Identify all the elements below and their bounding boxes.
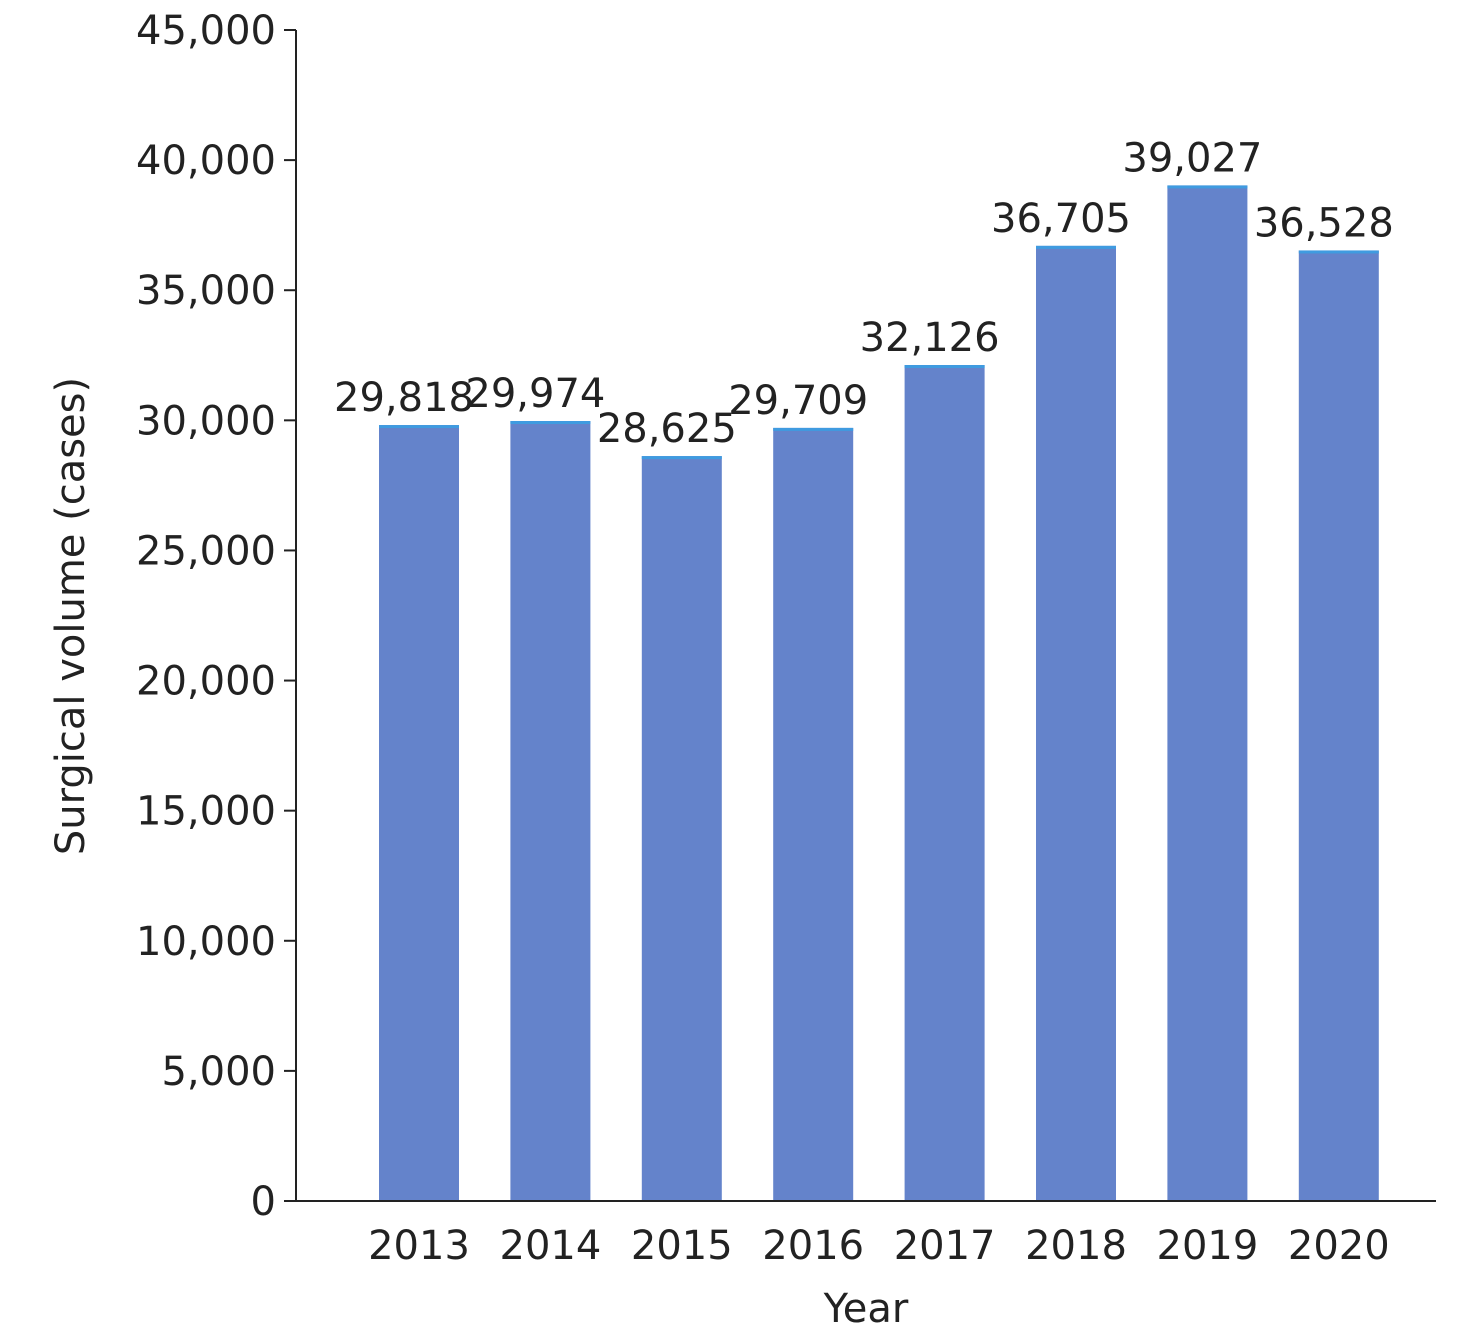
x-tick-label: 2014 <box>500 1223 602 1269</box>
y-tick-label: 0 <box>251 1179 276 1225</box>
bar-top-edge <box>1167 185 1248 189</box>
bar-2013 <box>379 425 459 1202</box>
bar-2014 <box>510 421 591 1202</box>
y-tick-label: 45,000 <box>136 8 276 54</box>
x-axis-ticks: 2013 2014 2015 2016 2017 2018 2019 2020 <box>368 1223 1390 1269</box>
bar-2017 <box>904 365 985 1201</box>
bar-top-edge <box>510 421 591 425</box>
bar-2018 <box>1036 245 1116 1201</box>
x-axis-title: Year <box>823 1286 909 1332</box>
bar-2020 <box>1298 250 1379 1201</box>
y-tick-label: 20,000 <box>136 659 276 705</box>
bar-value-label: 36,705 <box>991 196 1131 242</box>
x-tick-label: 2017 <box>894 1223 996 1269</box>
x-tick-label: 2016 <box>762 1223 864 1269</box>
bar-top-edge <box>1298 250 1379 254</box>
y-tick-label: 40,000 <box>136 138 276 184</box>
bar-value-label: 39,027 <box>1122 135 1262 181</box>
bar-top-edge <box>379 425 459 429</box>
y-tick-label: 5,000 <box>161 1049 276 1095</box>
y-axis-ticks: 0 5,000 10,000 15,000 20,000 25,000 30,000 35,0… <box>136 8 296 1225</box>
x-tick-label: 2018 <box>1025 1223 1127 1269</box>
y-tick-label: 10,000 <box>136 919 276 965</box>
bar-top-edge <box>773 427 854 431</box>
bar-2015 <box>641 456 722 1201</box>
bar-value-label: 29,818 <box>334 375 474 421</box>
y-tick-label: 25,000 <box>136 528 276 574</box>
x-tick-label: 2019 <box>1157 1223 1259 1269</box>
bars <box>379 185 1379 1202</box>
bar-value-label: 36,528 <box>1254 200 1394 246</box>
bar-value-label: 32,126 <box>860 315 1000 361</box>
bar-top-edge <box>904 365 985 369</box>
bar-top-edge <box>1036 245 1116 249</box>
y-tick-label: 35,000 <box>136 268 276 314</box>
x-tick-label: 2013 <box>368 1223 470 1269</box>
y-tick-label: 15,000 <box>136 789 276 835</box>
bar-2019 <box>1167 185 1248 1202</box>
y-axis-title: Surgical volume (cases) <box>48 377 94 855</box>
x-tick-label: 2020 <box>1288 1223 1390 1269</box>
bar-value-label: 29,709 <box>728 378 868 424</box>
bar-value-label: 29,974 <box>465 371 605 417</box>
bar-top-edge <box>641 456 722 460</box>
bar-2016 <box>773 427 854 1202</box>
bar-value-label: 28,625 <box>597 406 737 452</box>
y-tick-label: 30,000 <box>136 398 276 444</box>
x-tick-label: 2015 <box>631 1223 733 1269</box>
